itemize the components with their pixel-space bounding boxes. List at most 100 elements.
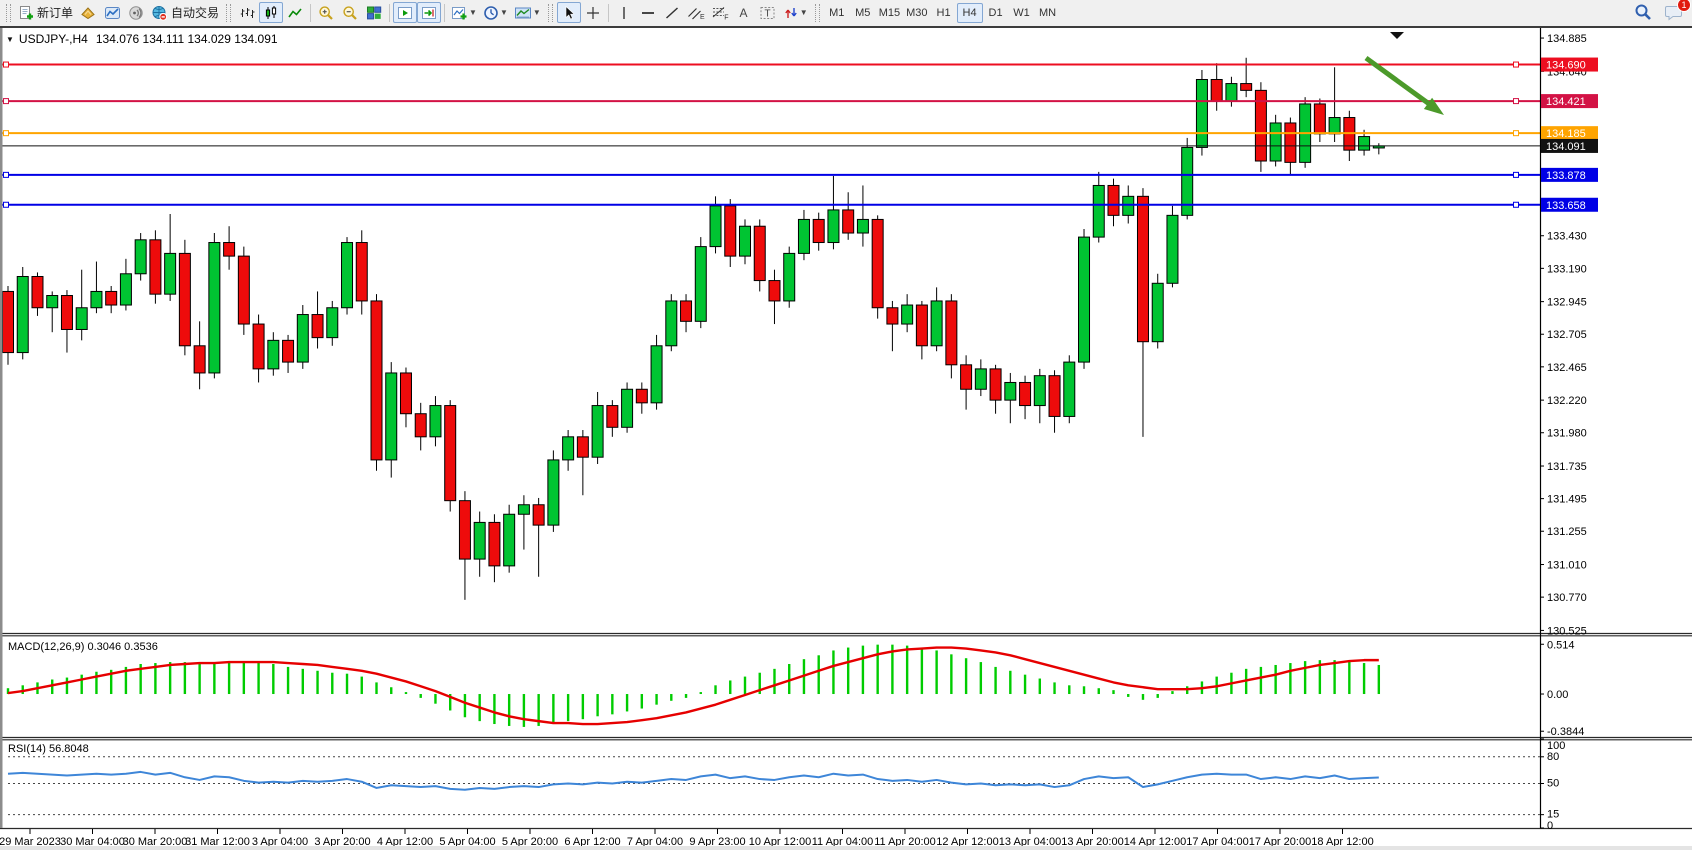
price-axis[interactable]: 134.885134.640133.430133.190132.945132.7… [1540, 33, 1598, 637]
toolbar-grip [814, 3, 820, 22]
macd-axis-label: 0.514 [1547, 639, 1575, 651]
rsi-axis-label: 0 [1547, 820, 1553, 832]
price-line-label-box [1541, 167, 1598, 182]
rsi-label: RSI(14) 56.8048 [8, 743, 89, 755]
horizontal-line-button[interactable] [636, 2, 660, 23]
time-tick-label: 3 Apr 20:00 [314, 836, 370, 848]
notifications-button[interactable]: 1 [1661, 0, 1691, 22]
market-watch-button[interactable] [76, 2, 100, 23]
auto-scroll-button[interactable] [393, 2, 418, 23]
hline-handle[interactable] [1513, 98, 1519, 105]
tile-windows-button[interactable] [362, 2, 386, 23]
text-button[interactable]: A [732, 2, 756, 23]
price-tick-label: 132.705 [1547, 329, 1587, 341]
price-tick-label: 131.980 [1547, 428, 1587, 440]
timeframe-button-M15[interactable]: M15 [878, 6, 901, 19]
bar-chart-button[interactable] [235, 2, 259, 23]
text-glyph: A [740, 6, 748, 20]
horizontal-scrollbar[interactable] [0, 846, 1692, 850]
search-button[interactable] [1631, 1, 1655, 22]
time-tick-label: 5 Apr 20:00 [502, 836, 558, 848]
hline-handle[interactable] [1513, 171, 1519, 178]
text-label-button[interactable]: T [756, 2, 780, 23]
price-line-label-box [1541, 57, 1598, 72]
channel-icon: E [687, 7, 705, 21]
timeframe-button-M1[interactable]: M1 [829, 6, 845, 19]
signal-icon [129, 5, 143, 20]
down-triangle-marker[interactable] [1390, 32, 1404, 39]
time-tick-label: 9 Apr 23:00 [689, 836, 745, 848]
new-order-button[interactable]: 新订单 [15, 2, 76, 23]
new-order-label: 新订单 [37, 6, 74, 20]
hline-handle[interactable] [3, 98, 9, 105]
chevron-down-icon[interactable]: ▼ [469, 8, 477, 17]
indicators-button[interactable]: ▼ [448, 2, 480, 23]
price-tick-label: 132.220 [1547, 395, 1587, 407]
data-window-button[interactable] [100, 2, 124, 23]
time-tick-label: 13 Apr 04:00 [999, 836, 1061, 848]
time-tick-label: 7 Apr 04:00 [627, 836, 683, 848]
hline-handle[interactable] [1513, 201, 1519, 208]
time-tick-label: 17 Apr 04:00 [1186, 836, 1248, 848]
toolbar-separator [310, 3, 312, 22]
price-line-label: 133.658 [1546, 200, 1586, 212]
crosshair-button[interactable] [581, 2, 605, 23]
hline-handle[interactable] [3, 201, 9, 208]
cursor-button[interactable] [556, 2, 581, 23]
timeframe-button-MN[interactable]: MN [1038, 6, 1057, 19]
panel-borders [0, 28, 1692, 830]
chevron-down-icon[interactable]: ▼ [799, 8, 808, 17]
collapse-triangle-icon[interactable]: ▼ [6, 35, 14, 44]
candlestick-series [2, 57, 1385, 600]
zoom-in-button[interactable] [314, 2, 338, 23]
timeframe-button-M5[interactable]: M5 [855, 6, 871, 19]
trendline-button[interactable] [660, 2, 684, 23]
rsi-axis-label: 80 [1547, 751, 1559, 763]
timeframe-button-H1[interactable]: H1 [936, 6, 951, 19]
candlestick-chart-button[interactable] [259, 2, 284, 23]
chevron-down-icon[interactable]: ▼ [532, 8, 541, 17]
tile-windows-icon [367, 6, 382, 19]
channel-glyph: E [700, 14, 705, 21]
time-tick-label: 6 Apr 12:00 [564, 836, 620, 848]
toolbar-separator [444, 3, 446, 22]
timeframe-button-M30[interactable]: M30 [906, 6, 928, 19]
horizontal-line-icon [641, 11, 654, 14]
price-line-label: 134.690 [1546, 60, 1586, 72]
signals-button[interactable] [124, 2, 148, 23]
new-order-icon [20, 5, 33, 19]
zoom-out-button[interactable] [338, 2, 362, 23]
hline-handle[interactable] [3, 61, 9, 68]
arrows-icon [785, 7, 797, 18]
line-chart-button[interactable] [283, 2, 307, 23]
equidistant-channel-button[interactable]: E [684, 2, 708, 23]
auto-trading-button[interactable]: 自动交易 [148, 2, 222, 23]
arrows-button[interactable]: ▼ [780, 2, 811, 23]
hline-handle[interactable] [1513, 61, 1519, 68]
hline-handle[interactable] [3, 171, 9, 178]
chart-shift-button[interactable] [417, 2, 442, 23]
chevron-down-icon[interactable]: ▼ [499, 8, 508, 17]
vertical-line-button[interactable] [612, 2, 636, 23]
price-line-label-box [1541, 138, 1598, 153]
periods-button[interactable]: ▼ [480, 2, 511, 23]
hline-handle[interactable] [1513, 130, 1519, 137]
timeframe-button-D1[interactable]: D1 [988, 6, 1003, 19]
rsi-axis-label: 100 [1547, 740, 1565, 752]
text-icon: A [740, 6, 748, 20]
templates-button[interactable]: ▼ [511, 2, 544, 23]
chart-header: ▼ USDJPY-,H4 134.076 134.111 134.029 134.0… [6, 32, 278, 46]
price-tick-label: 132.945 [1547, 297, 1587, 309]
auto-scroll-icon [398, 6, 413, 19]
bar-chart-icon [240, 7, 255, 18]
price-tick-label: 134.885 [1547, 33, 1587, 45]
hline-handle[interactable] [3, 130, 9, 137]
time-tick-label: 10 Apr 12:00 [749, 836, 811, 848]
price-line-label: 134.185 [1546, 128, 1586, 140]
chart-canvas[interactable]: 134.885134.640133.430133.190132.945132.7… [0, 28, 1692, 848]
timeframe-button-W1[interactable]: W1 [1013, 6, 1030, 19]
timeframe-button-H4[interactable]: H4 [956, 2, 983, 23]
fibonacci-button[interactable]: F [708, 2, 732, 23]
green-arrow-annotation[interactable] [1364, 55, 1444, 115]
